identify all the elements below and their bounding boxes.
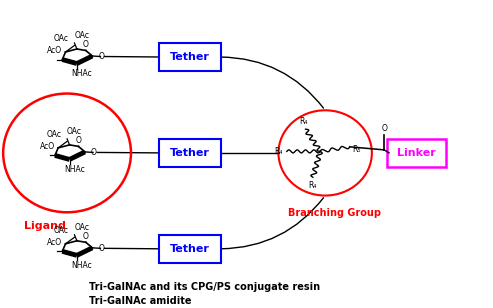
Text: Branching Group: Branching Group	[288, 208, 382, 218]
Text: AcO: AcO	[40, 142, 55, 152]
FancyBboxPatch shape	[159, 43, 221, 71]
Text: O: O	[83, 40, 89, 49]
Text: Tether: Tether	[170, 244, 210, 254]
Text: Tether: Tether	[170, 52, 210, 62]
Text: O: O	[381, 124, 387, 133]
Text: Tri-GalNAc and its CPG/PS conjugate resin: Tri-GalNAc and its CPG/PS conjugate resi…	[89, 282, 320, 292]
Text: O: O	[83, 232, 89, 241]
Text: R₅: R₅	[352, 145, 361, 154]
Text: OAc: OAc	[46, 130, 62, 139]
Text: NHAc: NHAc	[64, 165, 85, 174]
Text: AcO: AcO	[47, 238, 62, 247]
Text: O: O	[98, 52, 104, 61]
Text: Tether: Tether	[170, 148, 210, 158]
Text: R₄: R₄	[299, 117, 307, 126]
Text: R₄: R₄	[275, 147, 283, 156]
Text: O: O	[98, 244, 104, 253]
FancyBboxPatch shape	[387, 139, 446, 167]
Text: Tri-GalNAc amidite: Tri-GalNAc amidite	[89, 297, 192, 306]
Text: OAc: OAc	[67, 127, 82, 136]
Text: OAc: OAc	[54, 226, 69, 235]
Text: NHAc: NHAc	[71, 69, 92, 78]
Text: NHAc: NHAc	[71, 261, 92, 270]
Text: OAc: OAc	[54, 34, 69, 43]
Text: Linker: Linker	[397, 148, 435, 158]
Text: R₄: R₄	[309, 181, 317, 190]
Text: OAc: OAc	[74, 223, 89, 232]
FancyBboxPatch shape	[159, 235, 221, 262]
Text: Ligand: Ligand	[24, 221, 66, 231]
FancyBboxPatch shape	[159, 139, 221, 167]
Text: OAc: OAc	[74, 31, 89, 40]
Text: O: O	[75, 136, 81, 145]
Text: AcO: AcO	[47, 47, 62, 55]
Text: O: O	[91, 148, 97, 157]
